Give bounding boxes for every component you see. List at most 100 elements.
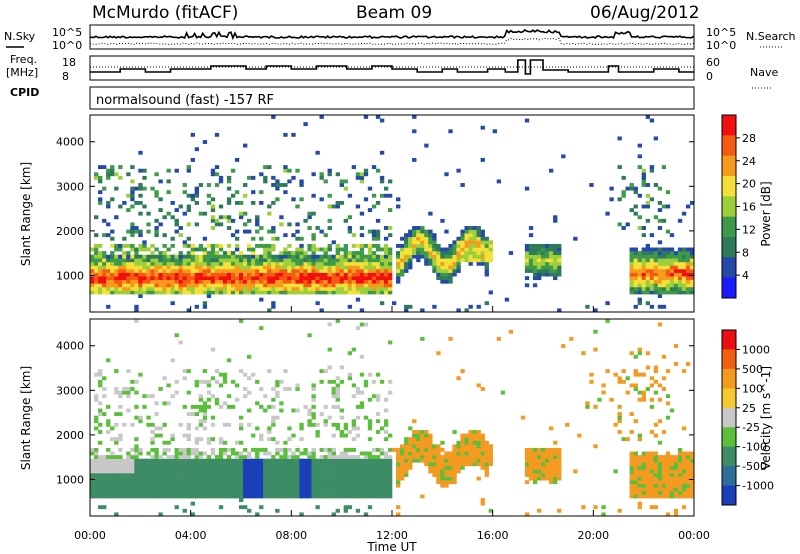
range-time-cell <box>194 222 200 227</box>
range-time-cell <box>549 462 554 467</box>
range-time-cell <box>396 476 401 481</box>
range-time-cell <box>146 415 151 420</box>
range-time-cell <box>271 462 276 467</box>
range-time-cell <box>166 211 171 216</box>
range-time-cell <box>255 243 260 248</box>
range-time-cell <box>315 458 320 463</box>
range-time-cell <box>214 480 220 485</box>
range-time-cell <box>275 415 280 420</box>
range-time-cell <box>528 258 534 263</box>
range-time-cell <box>375 247 381 252</box>
range-time-cell <box>532 458 538 463</box>
range-time-cell <box>343 447 349 452</box>
range-time-cell <box>339 286 344 291</box>
range-time-cell <box>645 351 651 356</box>
range-time-cell <box>472 440 477 445</box>
range-time-cell <box>247 476 252 481</box>
range-time-cell <box>327 347 332 352</box>
range-time-cell <box>238 272 244 277</box>
range-time-cell <box>371 204 377 209</box>
range-time-cell <box>114 247 119 252</box>
range-time-cell <box>94 290 99 295</box>
range-time-cell <box>689 279 695 284</box>
range-time-cell <box>371 473 377 477</box>
range-time-cell <box>319 458 324 463</box>
range-time-cell <box>315 473 320 477</box>
range-time-cell <box>98 279 103 284</box>
range-time-cell <box>287 254 292 259</box>
range-time-cell <box>198 480 204 485</box>
range-time-cell <box>186 458 191 463</box>
range-time-cell <box>536 272 542 277</box>
range-time-cell <box>190 261 195 266</box>
range-time-cell <box>685 490 691 495</box>
range-time-cell <box>476 254 481 259</box>
range-time-cell <box>234 397 240 402</box>
range-time-cell <box>154 458 159 463</box>
range-time-cell <box>311 480 316 485</box>
range-time-cell <box>206 473 212 477</box>
range-time-cell <box>480 437 485 442</box>
range-time-cell <box>214 272 220 277</box>
range-time-cell <box>218 437 224 442</box>
range-time-cell <box>605 369 610 374</box>
range-time-cell <box>186 422 191 427</box>
range-time-cell <box>263 483 268 488</box>
colorbar-segment <box>722 155 736 177</box>
range-time-cell <box>657 247 663 252</box>
range-time-cell <box>198 451 204 456</box>
range-time-cell <box>355 490 361 495</box>
range-time-cell <box>259 326 264 331</box>
range-time-cell <box>549 243 554 248</box>
range-time-cell <box>110 462 115 467</box>
range-time-cell <box>222 261 228 266</box>
range-time-cell <box>532 473 538 477</box>
range-time-cell <box>633 383 638 388</box>
range-time-cell <box>243 465 248 470</box>
range-time-cell <box>198 261 204 266</box>
range-time-cell <box>553 243 558 248</box>
range-time-cell <box>460 447 465 452</box>
range-time-cell <box>557 458 562 463</box>
range-time-cell <box>130 179 135 184</box>
range-time-cell <box>263 458 268 463</box>
range-time-cell <box>319 254 324 259</box>
range-time-cell <box>166 383 171 388</box>
range-time-cell <box>343 480 349 485</box>
cpid-label: CPID <box>10 86 39 99</box>
range-time-cell <box>359 354 365 359</box>
range-time-cell <box>98 272 103 277</box>
range-time-cell <box>339 483 344 488</box>
range-time-cell <box>170 243 175 248</box>
range-time-cell <box>408 437 413 442</box>
range-time-cell <box>102 186 107 191</box>
range-time-cell <box>504 297 510 302</box>
range-time-cell <box>90 269 95 273</box>
range-time-cell <box>110 283 115 288</box>
range-time-cell <box>182 290 187 295</box>
range-time-cell <box>621 193 626 198</box>
range-time-cell <box>275 394 280 399</box>
range-time-cell <box>150 254 155 259</box>
range-time-cell <box>210 251 216 255</box>
range-time-cell <box>359 261 365 266</box>
range-time-cell <box>645 455 651 459</box>
range-time-cell <box>102 290 107 295</box>
range-time-cell <box>540 458 546 463</box>
range-time-cell <box>363 469 369 474</box>
range-time-cell <box>114 283 119 288</box>
ytick-label: 1000 <box>56 473 84 486</box>
range-time-cell <box>355 387 361 391</box>
range-time-cell <box>287 487 292 492</box>
range-time-cell <box>685 251 691 255</box>
range-time-cell <box>396 505 401 510</box>
range-time-cell <box>202 247 208 252</box>
range-time-cell <box>299 476 304 481</box>
range-time-cell <box>214 258 220 263</box>
range-time-cell <box>484 243 489 248</box>
range-time-cell <box>355 465 361 470</box>
range-time-cell <box>142 204 147 209</box>
range-time-cell <box>102 458 107 463</box>
range-time-cell <box>206 251 212 255</box>
